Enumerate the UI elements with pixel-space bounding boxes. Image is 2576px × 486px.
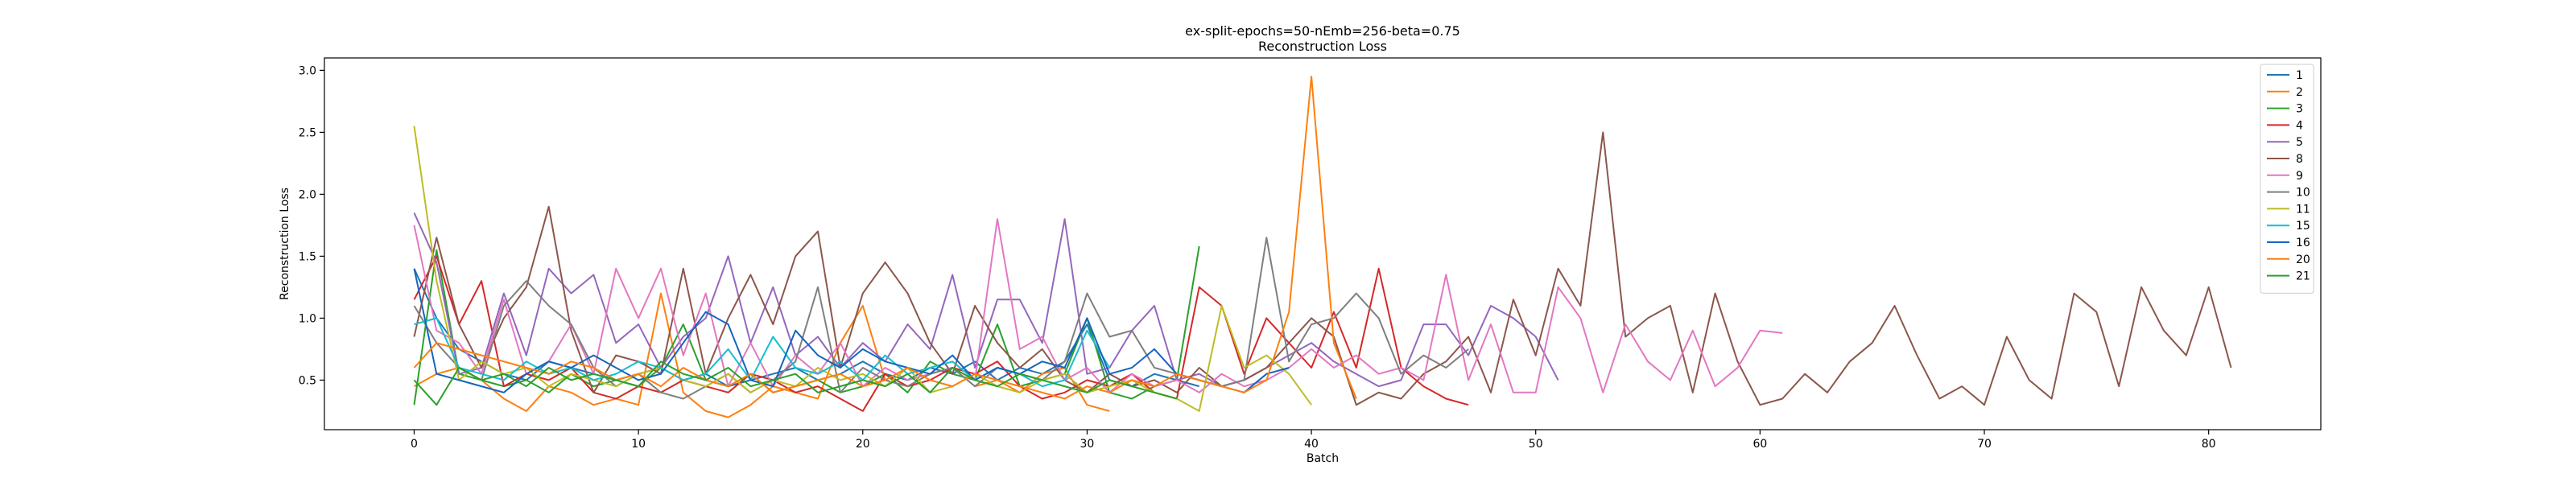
x-axis-label: Batch — [1307, 452, 1339, 465]
legend-label-8: 8 — [2296, 153, 2303, 166]
legend-label-15: 15 — [2296, 220, 2310, 233]
series-line-2 — [414, 292, 1110, 418]
y-axis-label: Reconstruction Loss — [279, 187, 291, 300]
chart-title: ex-split-epochs=50-nEmb=256-beta=0.75 — [1185, 23, 1460, 39]
legend-label-10: 10 — [2296, 187, 2310, 200]
series-line-5 — [413, 212, 1559, 388]
series-line-4 — [413, 255, 1469, 412]
series-line-21 — [413, 360, 1178, 406]
legend-label-1: 1 — [2296, 69, 2303, 82]
legend-label-3: 3 — [2296, 103, 2303, 116]
x-tick-label: 50 — [1529, 438, 1543, 451]
x-tick-label: 70 — [1977, 438, 1992, 451]
series-layer — [413, 76, 2232, 418]
legend: 1 2 3 4 5 8 9 10 11 15 16 20 21 — [2260, 64, 2314, 294]
y-tick-label: 2.0 — [299, 188, 316, 201]
series-line-8 — [413, 131, 2232, 406]
legend-label-5: 5 — [2296, 136, 2303, 149]
series-line-9 — [413, 218, 1783, 393]
legend-label-21: 21 — [2296, 270, 2310, 283]
y-tick-label: 2.5 — [299, 126, 316, 139]
x-tick-label: 20 — [856, 438, 870, 451]
x-tick-label: 10 — [631, 438, 646, 451]
y-tick-label: 1.0 — [299, 312, 316, 325]
x-tick-label: 40 — [1304, 438, 1319, 451]
series-line-10 — [413, 237, 1469, 400]
y-tick-label: 1.5 — [299, 250, 316, 263]
y-tick-label: 0.5 — [299, 374, 316, 387]
legend-label-11: 11 — [2296, 203, 2310, 216]
series-line-20 — [413, 76, 1357, 400]
series-line-16 — [413, 268, 1290, 393]
legend-label-20: 20 — [2296, 253, 2310, 266]
legend-label-9: 9 — [2296, 170, 2303, 183]
y-tick-label: 3.0 — [299, 64, 316, 77]
x-tick-label: 30 — [1080, 438, 1095, 451]
x-axis: 0 10 20 30 40 50 60 70 80 — [411, 430, 2216, 451]
x-tick-label: 0 — [411, 438, 418, 451]
legend-label-16: 16 — [2296, 237, 2310, 249]
chart-subtitle: Reconstruction Loss — [1258, 39, 1387, 54]
plot-area — [324, 57, 2322, 430]
x-tick-label: 80 — [2202, 438, 2216, 451]
y-axis: 0.5 1.0 1.5 2.0 2.5 3.0 — [299, 64, 324, 387]
series-line-1 — [413, 268, 1199, 388]
legend-label-2: 2 — [2296, 86, 2303, 99]
legend-box — [2260, 64, 2314, 294]
x-tick-label: 60 — [1752, 438, 1767, 451]
legend-label-4: 4 — [2296, 119, 2303, 132]
